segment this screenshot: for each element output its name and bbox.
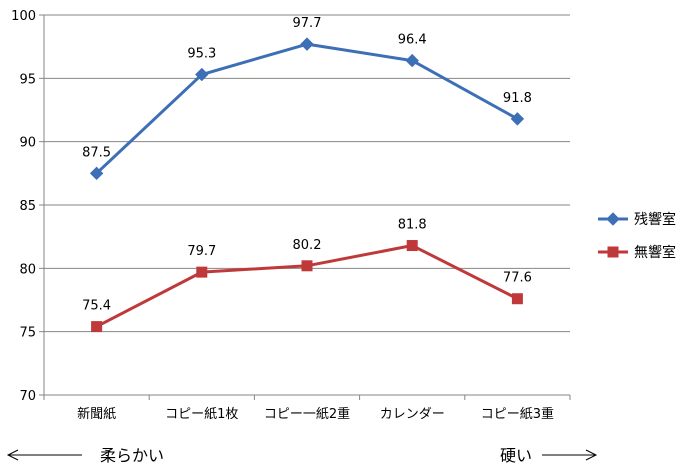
x-tick-label: 新聞紙	[77, 406, 116, 422]
data-point	[300, 37, 314, 51]
data-point	[405, 53, 419, 68]
data-label: 81.8	[398, 218, 427, 233]
y-tick-label: 85	[19, 199, 36, 214]
data-label: 96.4	[398, 33, 427, 48]
legend-marker	[606, 212, 620, 226]
y-tick-label: 95	[19, 72, 36, 87]
data-point	[510, 112, 525, 126]
data-label: 75.4	[82, 299, 111, 314]
data-point	[196, 266, 208, 278]
data-label: 87.5	[82, 145, 111, 160]
data-point	[511, 293, 523, 305]
y-tick-label: 100	[11, 9, 36, 24]
data-label: 95.3	[187, 47, 216, 62]
x-tick-label: コピー紙3重	[481, 406, 554, 422]
y-tick-label: 75	[19, 326, 36, 341]
data-point	[301, 260, 313, 272]
right-annotation-text: 硬い	[500, 446, 532, 465]
legend-label: 残響室	[634, 211, 676, 228]
data-label: 77.6	[503, 271, 532, 286]
x-tick-label: コピー紙1枚	[165, 407, 238, 422]
legend-label: 無響室	[634, 244, 676, 261]
data-label: 79.7	[187, 244, 216, 259]
y-tick-label: 70	[19, 389, 36, 404]
data-labels: 87.5 95.3 97.7 96.4 91.8 75.4 79.7 80.2 81.8 77.6	[82, 16, 532, 313]
data-label: 80.2	[293, 238, 322, 253]
data-label: 97.7	[293, 16, 322, 31]
data-point	[91, 321, 103, 333]
left-annotation-text: 柔らかい	[100, 446, 164, 465]
y-tick-label: 90	[19, 136, 36, 151]
data-label: 91.8	[503, 91, 532, 106]
axes	[39, 14, 571, 400]
series-line	[95, 244, 519, 328]
right-arrow-head	[585, 449, 598, 461]
left-arrow-head	[6, 449, 19, 461]
softness-annotation: 柔らかい 硬い	[6, 446, 598, 465]
data-point	[406, 240, 418, 252]
series-line	[95, 42, 519, 175]
data-point	[195, 67, 209, 82]
legend-marker	[607, 246, 619, 258]
x-tick-labels: 新聞紙 コピー紙1枚 コピー一紙2重 カレンダー コピー紙3重	[77, 406, 554, 422]
data-point	[89, 166, 104, 181]
y-tick-labels: 70 75 80 85 90 95 100	[11, 9, 36, 404]
series	[89, 37, 525, 333]
x-tick-label: カレンダー	[380, 407, 445, 422]
x-tick-label: コピー一紙2重	[264, 406, 350, 422]
y-tick-label: 80	[19, 262, 36, 277]
